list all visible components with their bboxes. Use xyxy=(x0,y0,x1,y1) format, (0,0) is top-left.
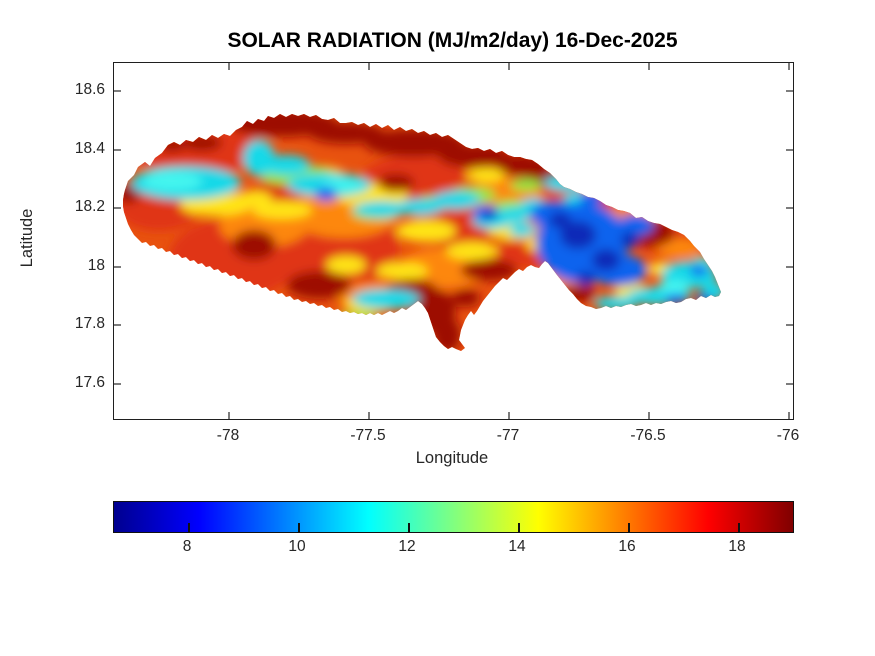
colorbar-tick-label: 16 xyxy=(618,538,636,555)
colorbar-tick xyxy=(408,523,410,532)
x-axis-label: Longitude xyxy=(415,449,489,467)
y-tick-label: 18.2 xyxy=(74,198,105,215)
y-tick-label: 18.6 xyxy=(74,81,105,98)
y-tick-label: 18.4 xyxy=(74,140,105,157)
x-tick-label: -76.5 xyxy=(630,427,666,444)
colorbar-tick-label: 8 xyxy=(182,538,192,555)
island-field xyxy=(123,114,721,351)
colorbar-tick-label: 10 xyxy=(288,538,306,555)
colorbar-tick-label: 18 xyxy=(728,538,746,555)
jamaica-heatmap xyxy=(114,63,793,419)
colorbar xyxy=(113,501,794,533)
y-tick-label: 17.6 xyxy=(74,374,105,391)
colorbar-tick-label: 12 xyxy=(398,538,416,555)
chart-title: SOLAR RADIATION (MJ/m2/day) 16-Dec-2025 xyxy=(227,29,678,52)
y-axis-label: Latitude xyxy=(18,208,36,268)
colorbar-tick xyxy=(628,523,630,532)
y-tick-label: 18 xyxy=(87,257,105,274)
x-tick-label: -78 xyxy=(216,427,240,444)
y-tick-label: 17.8 xyxy=(74,315,105,332)
colorbar-tick-label: 14 xyxy=(508,538,526,555)
x-tick-label: -76 xyxy=(776,427,800,444)
x-tick-label: -77 xyxy=(496,427,520,444)
axis-tick-marks xyxy=(114,63,793,419)
colorbar-tick xyxy=(298,523,300,532)
colorbar-tick xyxy=(188,523,190,532)
plot-area xyxy=(113,62,794,420)
colorbar-tick xyxy=(738,523,740,532)
x-tick-label: -77.5 xyxy=(350,427,386,444)
colorbar-tick xyxy=(518,523,520,532)
